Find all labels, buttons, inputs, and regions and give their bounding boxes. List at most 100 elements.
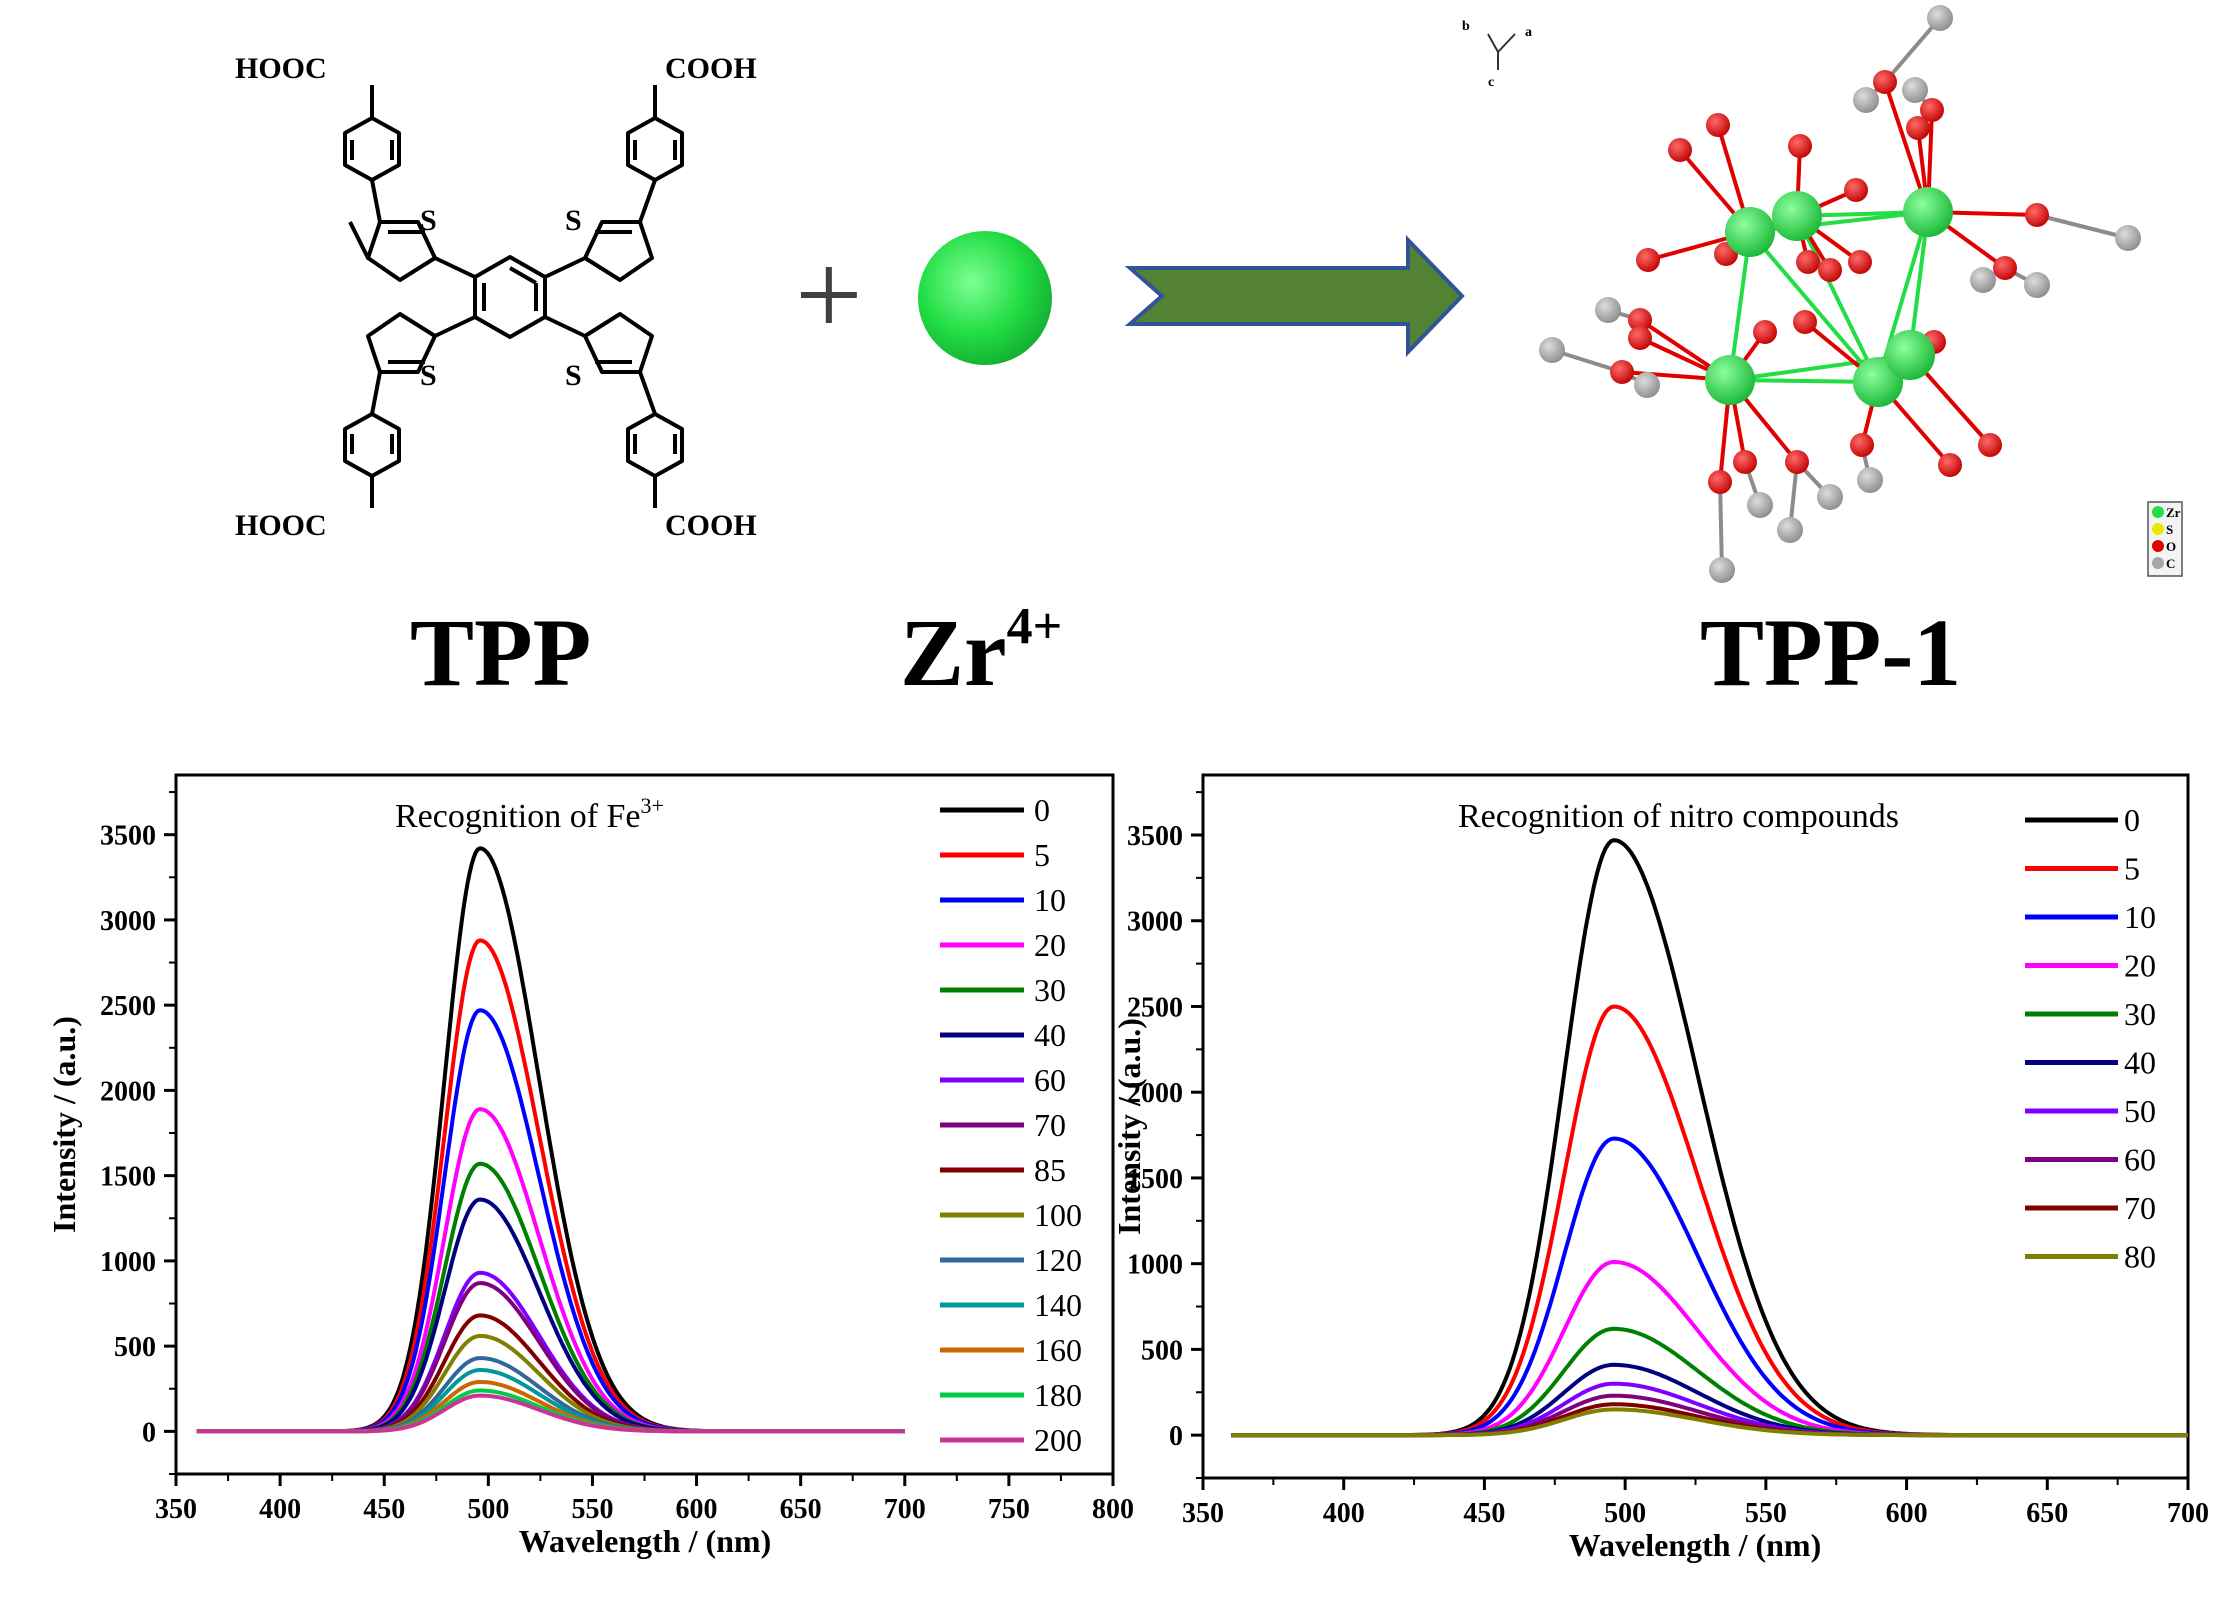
atom-legend-c: C — [2166, 556, 2175, 571]
y-tick-label: 0 — [1169, 1421, 1183, 1452]
legend-label-80: 80 — [2124, 1239, 2156, 1275]
cluster-oxygen-atom — [1920, 98, 1944, 122]
tpp-1-label: TPP-1 — [1700, 599, 1961, 706]
sulfur-label-3: S — [420, 359, 437, 392]
x-tick-label: 600 — [1886, 1498, 1928, 1529]
x-tick-label: 350 — [1182, 1498, 1224, 1529]
x-tick-label: 550 — [1745, 1498, 1787, 1529]
cluster-carbon-atom — [1634, 372, 1660, 398]
cluster-carbon-atom — [1595, 297, 1621, 323]
cluster-oxygen-atom — [1978, 433, 2002, 457]
cluster-oxygen-atom — [1873, 70, 1897, 94]
x-tick-label: 600 — [676, 1494, 718, 1525]
tpp-molecule-structure — [343, 85, 684, 508]
series-line-100 — [196, 1333, 905, 1434]
cluster-carbon-atom — [2024, 272, 2050, 298]
legend-label-5: 5 — [1034, 837, 1050, 873]
series-line-40 — [1231, 1362, 2188, 1438]
y-tick-label: 1000 — [1127, 1250, 1183, 1281]
carboxyl-label-top-left: HOOC — [235, 52, 327, 85]
axis-c-label: c — [1488, 75, 1494, 90]
cluster-framework-bond — [1748, 230, 1880, 384]
atom-legend-s: S — [2166, 522, 2173, 537]
legend-label-140: 140 — [1034, 1287, 1082, 1323]
chart-title: Recognition of Fe3+ — [395, 793, 664, 835]
x-tick-label: 450 — [363, 1494, 405, 1525]
x-tick-label: 500 — [467, 1494, 509, 1525]
cluster-carbon-atom — [1927, 5, 1953, 31]
cluster-oxygen-atom — [1668, 138, 1692, 162]
legend-label-30: 30 — [2124, 996, 2156, 1032]
legend-label-40: 40 — [2124, 1045, 2156, 1081]
x-axis-label: Wavelength / (nm) — [1569, 1527, 1821, 1563]
cluster-oxygen-atom — [1610, 360, 1634, 384]
series-line-50 — [1231, 1381, 2188, 1438]
legend-label-20: 20 — [1034, 927, 1066, 963]
chart-nitro-recognition: 350 400 450 500 550 600 650 7000500100015002000… — [1111, 773, 2209, 1563]
cluster-oxygen-atom — [1818, 258, 1842, 282]
legend-label-120: 120 — [1034, 1242, 1082, 1278]
legend-label-160: 160 — [1034, 1332, 1082, 1368]
legend-label-5: 5 — [2124, 851, 2140, 887]
y-tick-label: 3000 — [1127, 907, 1183, 938]
cluster-carbon-atom — [1539, 337, 1565, 363]
cluster-zr-atom — [1903, 187, 1953, 237]
x-tick-label: 800 — [1092, 1494, 1134, 1525]
cluster-oxygen-atom — [1636, 248, 1660, 272]
y-tick-label: 3500 — [1127, 821, 1183, 852]
series-line-120 — [196, 1356, 905, 1434]
legend-label-10: 10 — [2124, 899, 2156, 935]
axis-a-label: a — [1525, 25, 1532, 40]
legend-label-60: 60 — [2124, 1142, 2156, 1178]
cluster-oxygen-atom — [1628, 326, 1652, 350]
legend-label-0: 0 — [1034, 792, 1050, 828]
cluster-oxygen-atom — [1628, 308, 1652, 332]
reaction-arrow — [1124, 235, 1465, 357]
cluster-carbon-atom — [1777, 517, 1803, 543]
sulfur-label-4: S — [565, 359, 582, 392]
x-tick-label: 550 — [571, 1494, 613, 1525]
y-tick-label: 500 — [114, 1332, 156, 1363]
y-axis-label: Intensity / (a.u.) — [46, 1016, 82, 1233]
legend-label-20: 20 — [2124, 948, 2156, 984]
x-tick-label: 750 — [988, 1494, 1030, 1525]
cluster-carbon-atom — [1902, 77, 1928, 103]
cluster-carbon-atom — [1857, 467, 1883, 493]
cluster-carbon-atom — [1709, 557, 1735, 583]
y-tick-label: 2000 — [100, 1076, 156, 1107]
tpp-1-cluster-structure — [1539, 5, 2141, 583]
sulfur-label-2: S — [565, 204, 582, 237]
y-tick-label: 1500 — [100, 1162, 156, 1193]
atom-legend-zr-dot — [2152, 506, 2164, 518]
y-tick-label: 2500 — [1127, 992, 1183, 1023]
cluster-oxygen-atom — [1844, 178, 1868, 202]
y-tick-label: 3500 — [100, 821, 156, 852]
legend-label-85: 85 — [1034, 1152, 1066, 1188]
series-line-200 — [196, 1393, 905, 1434]
series-line-160 — [196, 1379, 905, 1434]
chart-fe-recognition: 350 400 450 500 550 600 650 700 750 8000500100015… — [46, 773, 1134, 1559]
x-tick-label: 650 — [780, 1494, 822, 1525]
y-axis-label: Intensity / (a.u.) — [1111, 1018, 1147, 1235]
legend-label-10: 10 — [1034, 882, 1066, 918]
series-line-60 — [1231, 1393, 2188, 1438]
carboxyl-label-bottom-left: HOOC — [235, 509, 327, 542]
cluster-carbon-atom — [1747, 492, 1773, 518]
x-tick-label: 400 — [259, 1494, 301, 1525]
atom-legend-c-dot — [2152, 557, 2164, 569]
y-tick-label: 2000 — [1127, 1078, 1183, 1109]
cluster-carbon-atom — [1970, 267, 1996, 293]
cluster-oxygen-atom — [1753, 320, 1777, 344]
zr-ion-label: Zr4+ — [900, 598, 1062, 706]
legend-label-100: 100 — [1034, 1197, 1082, 1233]
cluster-oxygen-atom — [1793, 310, 1817, 334]
cluster-c-o-bond — [2036, 213, 2129, 240]
cluster-oxygen-atom — [1733, 450, 1757, 474]
y-tick-label: 500 — [1141, 1335, 1183, 1366]
legend-label-0: 0 — [2124, 802, 2140, 838]
cluster-oxygen-atom — [1785, 450, 1809, 474]
legend-label-180: 180 — [1034, 1377, 1082, 1413]
x-tick-label: 450 — [1463, 1498, 1505, 1529]
cluster-oxygen-atom — [1796, 250, 1820, 274]
